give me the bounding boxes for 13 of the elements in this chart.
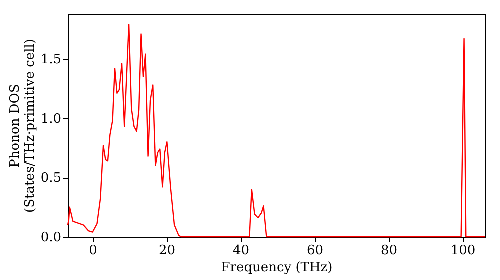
x-tick-label: 80 [381,244,398,258]
y-tick-label: 1.5 [40,52,62,68]
y-tick-label: 0.0 [40,230,62,246]
x-tick-label: 60 [307,244,324,258]
y-tick-label: 1.0 [40,112,62,127]
y-axis-title: Phonon DOS (States/THz·primitive cell) [8,38,38,214]
x-axis-title: Frequency (THz) [221,260,333,276]
x-tick-label: 100 [450,244,476,258]
x-tick-label: 40 [233,244,250,258]
line-series [67,24,486,238]
x-tick-label: 0 [89,244,98,258]
x-tick-label: 20 [159,244,176,258]
y-tick-label: 0.5 [40,171,62,186]
